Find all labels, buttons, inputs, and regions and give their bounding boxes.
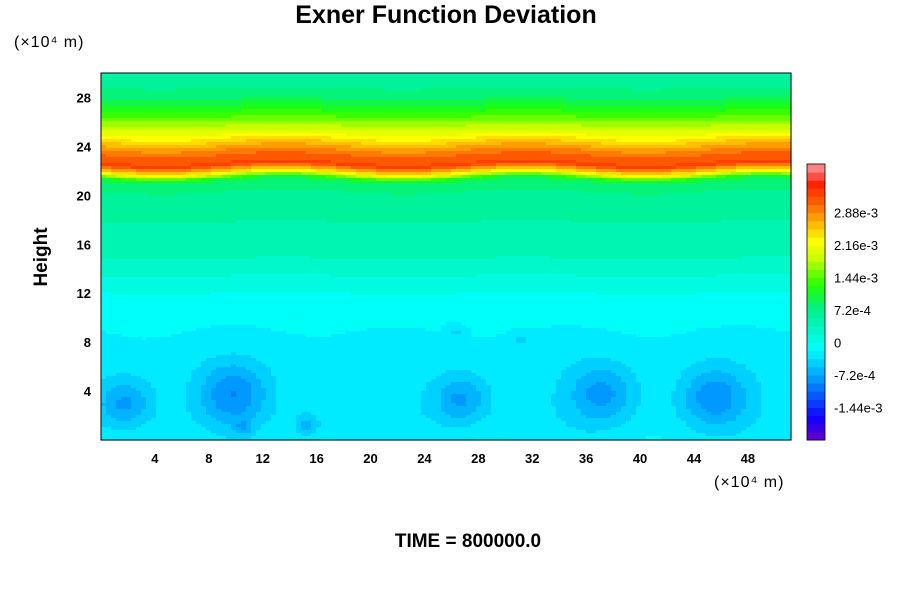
colorbar-swatch — [807, 431, 825, 441]
y-axis-unit: (×10⁴ m) — [14, 34, 85, 51]
colorbar-swatch — [807, 237, 825, 246]
colorbar-swatch — [807, 399, 825, 409]
colorbar-swatch — [807, 407, 825, 417]
colorbar-swatch — [807, 261, 825, 271]
colorbar-tick-label: 7.2e-4 — [834, 303, 871, 318]
colorbar-swatch — [807, 285, 825, 295]
x-tick-label: 20 — [363, 451, 377, 466]
colorbar-swatch — [807, 220, 825, 230]
colorbar-swatch — [807, 366, 825, 376]
colorbar-swatch — [807, 180, 825, 189]
x-tick-label: 4 — [151, 451, 159, 466]
x-tick-label: 48 — [741, 451, 755, 466]
colorbar-swatch — [807, 358, 825, 368]
y-tick-label: 12 — [77, 286, 91, 301]
colorbar-tick-label: -1.44e-3 — [834, 401, 882, 416]
colorbar-swatch — [807, 310, 825, 319]
x-tick-label: 24 — [417, 451, 432, 466]
x-axis-unit: (×10⁴ m) — [714, 474, 785, 491]
colorbar-swatch — [807, 228, 825, 238]
x-tick-label: 36 — [579, 451, 593, 466]
x-tick-label: 40 — [633, 451, 647, 466]
colorbar-swatch — [807, 293, 825, 303]
contour-field — [101, 73, 792, 441]
colorbar-tick-label: -7.2e-4 — [834, 368, 875, 383]
colorbar-swatch — [807, 350, 825, 360]
time-label: TIME = 800000.0 — [394, 531, 542, 552]
x-tick-label: 28 — [471, 451, 485, 466]
colorbar-swatch — [807, 318, 825, 327]
x-tick-label: 8 — [205, 451, 212, 466]
y-tick-label: 4 — [84, 384, 92, 399]
y-axis-ticks: 4 8 12 16 20 24 28 — [77, 90, 92, 399]
colorbar-swatch — [807, 342, 825, 352]
x-tick-label: 16 — [309, 451, 323, 466]
colorbar-tick-label: 2.88e-3 — [834, 206, 878, 221]
colorbar-swatch — [807, 334, 825, 344]
y-tick-label: 24 — [77, 139, 92, 154]
y-tick-label: 20 — [77, 188, 91, 203]
y-tick-label: 8 — [84, 335, 91, 350]
colorbar-swatch — [807, 245, 825, 254]
colorbar-tick-label: 1.44e-3 — [834, 271, 878, 286]
colorbar-swatch — [807, 196, 825, 206]
y-tick-label: 28 — [77, 90, 91, 105]
colorbar-swatch — [807, 164, 825, 173]
colorbar-tick-label: 2.16e-3 — [834, 238, 878, 253]
y-tick-label: 16 — [77, 237, 91, 252]
chart-title: Exner Function Deviation — [295, 1, 597, 29]
x-tick-label: 12 — [255, 451, 269, 466]
x-axis-ticks: 4 8 12 16 20 24 28 32 36 40 44 48 — [151, 451, 755, 466]
colorbar-swatch — [807, 188, 825, 197]
colorbar-swatch — [807, 415, 825, 425]
x-tick-label: 44 — [687, 451, 702, 466]
colorbar-swatch — [807, 269, 825, 279]
colorbar-swatch — [807, 375, 825, 384]
colorbar-swatch — [807, 172, 825, 181]
plot-frame — [100, 72, 792, 441]
colorbar-swatch — [807, 204, 825, 214]
colorbar-swatch — [807, 302, 825, 311]
colorbar-swatch — [807, 326, 825, 335]
colorbar-swatch — [807, 383, 825, 392]
colorbar-swatch — [807, 423, 825, 433]
colorbar-swatch — [807, 391, 825, 400]
colorbar-frame — [806, 163, 826, 441]
colorbar-tick-label: 0 — [834, 336, 841, 351]
colorbar-swatch — [807, 212, 825, 222]
x-tick-label: 32 — [525, 451, 539, 466]
colorbar: 2.88e-3 2.16e-3 1.44e-3 7.2e-4 0 -7.2e-4 -1.44… — [806, 163, 882, 441]
colorbar-swatch — [807, 277, 825, 287]
colorbar-swatch — [807, 253, 825, 262]
